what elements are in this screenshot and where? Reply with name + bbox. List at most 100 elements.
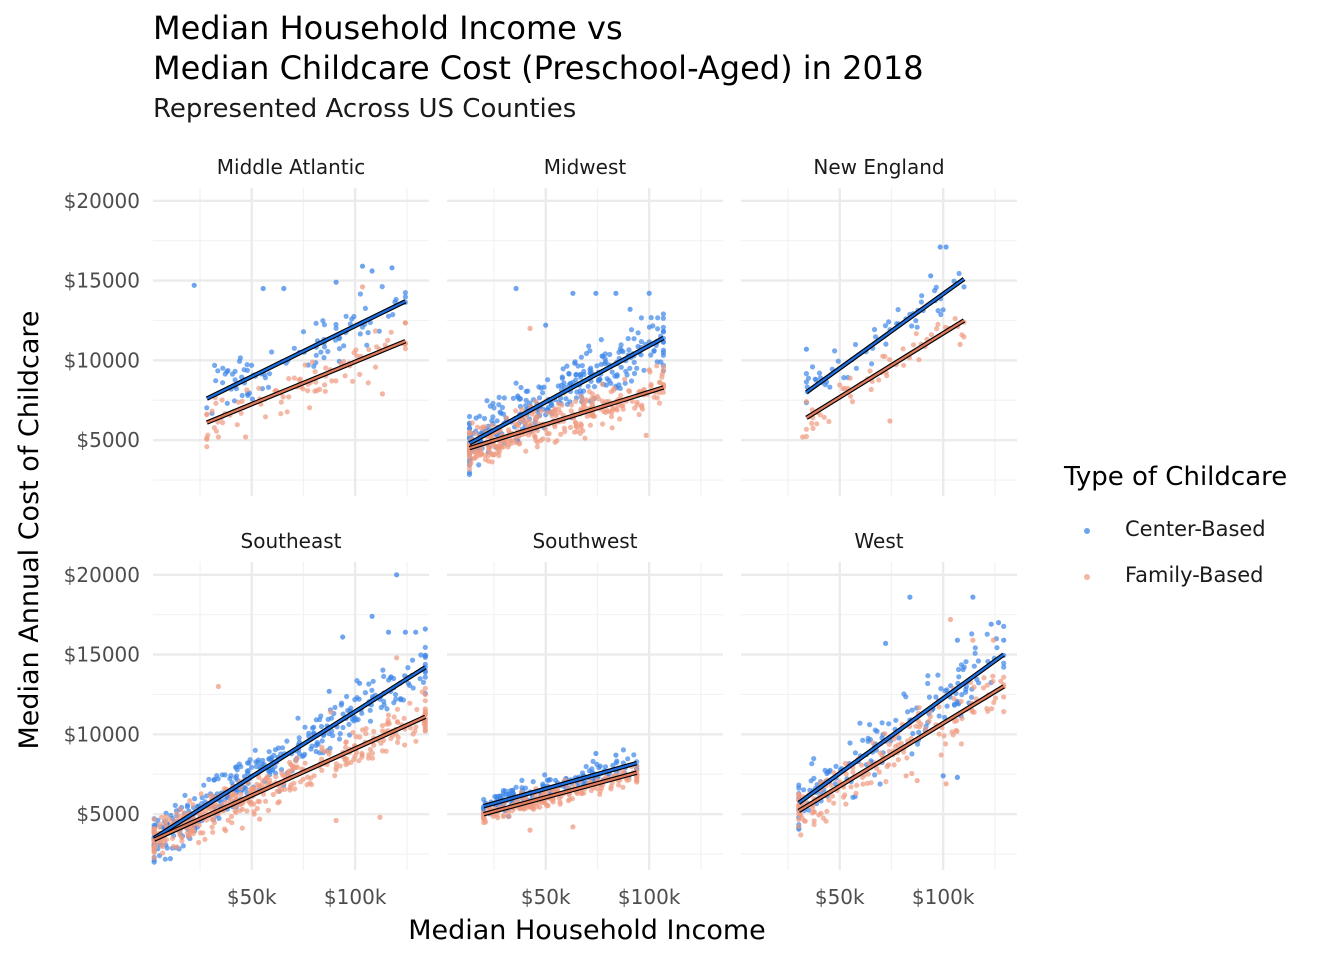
data-point (553, 413, 559, 419)
data-point (382, 342, 388, 348)
data-point (595, 378, 602, 384)
data-point (296, 735, 302, 741)
data-point (818, 810, 824, 816)
data-point (884, 763, 890, 770)
data-point (998, 678, 1004, 684)
legend-item-family-based: Family-Based (1064, 554, 1287, 600)
data-point (295, 715, 301, 721)
data-point (238, 791, 244, 798)
data-point (210, 829, 216, 835)
data-point (182, 792, 188, 799)
data-point (362, 690, 368, 696)
data-point (951, 696, 957, 702)
data-point (535, 413, 542, 419)
data-point (191, 282, 197, 288)
data-point (865, 771, 872, 777)
data-point (848, 393, 854, 399)
data-point (333, 767, 339, 773)
data-point (385, 337, 391, 343)
data-point (513, 380, 519, 386)
data-point (363, 731, 369, 737)
data-point (573, 398, 579, 404)
data-point (613, 752, 619, 758)
data-point (369, 755, 376, 761)
data-point (489, 418, 495, 424)
data-point (578, 394, 584, 400)
data-point (609, 409, 615, 415)
data-point (372, 364, 379, 370)
data-point (522, 420, 529, 426)
data-point (575, 363, 581, 369)
data-point (213, 428, 219, 434)
data-point (280, 394, 286, 400)
data-point (806, 807, 812, 813)
data-point (215, 683, 221, 690)
data-point (833, 763, 839, 770)
data-point (542, 800, 549, 807)
data-point (248, 764, 255, 770)
data-point (318, 349, 324, 355)
data-point (262, 375, 268, 381)
trend-line (153, 666, 426, 840)
data-point (413, 629, 419, 635)
data-point (239, 806, 246, 812)
data-point (481, 796, 487, 803)
data-point (880, 353, 886, 359)
data-point (898, 740, 904, 746)
data-point (1001, 694, 1007, 700)
data-point (256, 774, 262, 780)
data-point (333, 817, 339, 824)
data-point (273, 774, 279, 780)
data-point (422, 626, 428, 632)
data-point (503, 415, 509, 421)
data-point (255, 798, 261, 805)
data-point (1001, 623, 1007, 630)
data-point (574, 428, 580, 434)
data-point (266, 371, 273, 377)
data-point (617, 385, 623, 391)
data-point (901, 362, 907, 368)
data-point (513, 285, 519, 292)
data-point (262, 414, 269, 420)
data-point (832, 348, 838, 354)
data-point (204, 412, 210, 418)
data-point (634, 365, 640, 371)
data-point (213, 400, 219, 406)
data-point (938, 311, 944, 318)
data-point (388, 675, 394, 681)
data-point (971, 663, 977, 669)
data-point (163, 814, 169, 820)
data-point (552, 407, 558, 413)
data-point (422, 723, 428, 729)
data-point (362, 305, 368, 311)
x-tick-label: $50k (815, 885, 865, 909)
data-point (280, 745, 286, 751)
data-point (543, 322, 549, 328)
facet-panel: Southeast $5000 $10000 $15000 $20000 $50k $100… (64, 529, 429, 909)
data-point (422, 669, 428, 676)
data-point (572, 420, 579, 426)
data-point (631, 752, 637, 758)
y-tick-label: $10000 (64, 722, 140, 746)
data-point (963, 689, 969, 695)
data-point (484, 398, 490, 404)
y-tick-label: $5000 (76, 428, 140, 452)
data-point (886, 319, 892, 325)
data-point (302, 760, 308, 766)
data-point (233, 809, 239, 816)
data-point (481, 415, 488, 422)
data-point (579, 363, 585, 369)
data-point (656, 400, 663, 406)
data-point (366, 346, 372, 353)
data-point (886, 721, 892, 727)
data-point (468, 457, 474, 463)
data-point (413, 724, 419, 730)
data-point (622, 376, 628, 382)
data-point (936, 731, 942, 737)
data-point (308, 746, 314, 752)
data-point (300, 329, 307, 335)
data-point (401, 715, 407, 721)
data-point (496, 402, 502, 408)
data-point (260, 285, 266, 292)
data-point (239, 398, 245, 404)
